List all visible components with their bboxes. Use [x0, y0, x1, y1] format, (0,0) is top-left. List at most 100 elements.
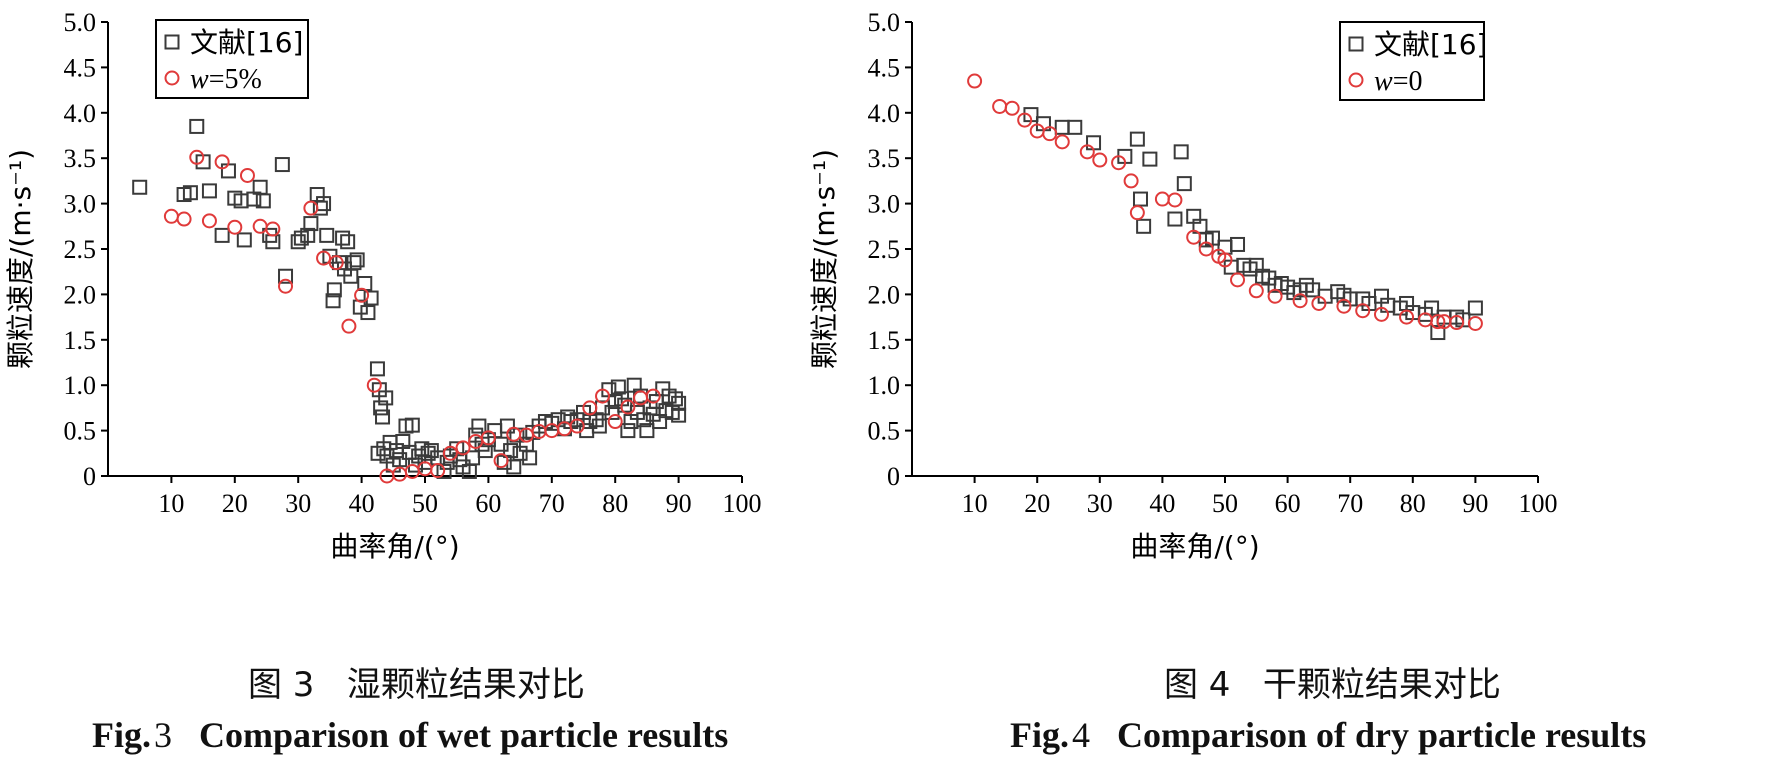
data-point-square — [1424, 300, 1440, 316]
x-tick-label: 70 — [1337, 489, 1363, 518]
data-point-square — [312, 200, 328, 216]
legend-label: w=5% — [190, 64, 262, 95]
data-point-circle — [1230, 272, 1246, 288]
x-tick-label: 50 — [1212, 489, 1238, 518]
data-point-square — [1230, 236, 1246, 252]
y-tick-label: 1.0 — [64, 371, 97, 400]
data-point-square — [201, 183, 217, 199]
x-tick-label: 20 — [222, 489, 248, 518]
data-point-circle — [214, 154, 230, 170]
data-point-circle — [201, 213, 217, 229]
data-point-circle — [278, 278, 294, 294]
legend-label: 文献[16] — [190, 26, 303, 59]
data-point-square — [671, 407, 687, 423]
x-axis-title: 曲率角/(°) — [1130, 530, 1259, 563]
data-point-square — [319, 227, 335, 243]
data-point-square — [1142, 151, 1158, 167]
data-point-circle — [239, 167, 255, 183]
figure-3-title-en: Comparison of wet particle results — [199, 715, 729, 755]
y-tick-label: 3.5 — [64, 144, 97, 173]
x-tick-label: 30 — [285, 489, 311, 518]
data-point-square — [1129, 131, 1145, 147]
data-point-square — [1217, 239, 1233, 255]
data-point-circle — [1292, 293, 1308, 309]
x-tick-label: 90 — [666, 489, 692, 518]
figure-3-label-en: Fig. — [92, 715, 151, 755]
x-tick-label: 60 — [1275, 489, 1301, 518]
x-tick-label: 30 — [1087, 489, 1113, 518]
figure-3-caption-en: Fig. 3 Comparison of wet particle result… — [92, 714, 728, 756]
y-tick-label: 3.0 — [868, 190, 901, 219]
data-point-circle — [569, 418, 585, 434]
data-point-circle — [1449, 315, 1465, 331]
series-reference-16 — [132, 118, 687, 479]
data-point-square — [375, 409, 391, 425]
data-point-circle — [442, 445, 458, 461]
y-tick-label: 2.5 — [64, 235, 97, 264]
data-point-square — [236, 232, 252, 248]
data-point-square — [214, 227, 230, 243]
y-axis-title: 颗粒速度/(m·s⁻¹) — [808, 149, 841, 369]
dry-particle-chart: 10 20 30 40 50 60 70 80 90 100 0 0.5 1.0 1.5 2.0 2.5 3.0… — [808, 8, 1558, 563]
data-point-square — [1086, 135, 1102, 151]
data-point-square — [503, 443, 519, 459]
data-point-circle — [1092, 152, 1108, 168]
data-point-circle — [1004, 100, 1020, 116]
y-axis-title: 颗粒速度/(m·s⁻¹) — [4, 149, 37, 369]
data-point-circle — [1186, 229, 1202, 245]
legend-box — [1339, 21, 1485, 101]
data-point-square — [420, 445, 436, 461]
data-point-circle — [189, 149, 205, 165]
data-point-square — [522, 450, 538, 466]
data-point-square — [360, 305, 376, 321]
data-point-square — [671, 395, 687, 411]
data-point-square — [1054, 119, 1070, 135]
data-point-square — [274, 157, 290, 173]
data-point-square — [620, 423, 636, 439]
figure-4-title-en: Comparison of dry particle results — [1117, 715, 1647, 755]
figure-4-number-en: 4 — [1072, 715, 1091, 755]
data-point-circle — [341, 318, 357, 334]
x-tick-label: 10 — [158, 489, 184, 518]
data-point-circle — [303, 200, 319, 216]
x-tick-label: 100 — [1519, 489, 1558, 518]
y-tick-label: 4.0 — [64, 99, 97, 128]
data-point-square — [340, 234, 356, 250]
data-point-circle — [480, 430, 496, 446]
data-point-square — [1430, 325, 1446, 341]
y-tick-label: 1.5 — [64, 326, 97, 355]
data-point-circle — [1248, 283, 1264, 299]
y-tick-label: 2.0 — [868, 280, 901, 309]
data-point-circle — [1154, 191, 1170, 207]
data-point-square — [1176, 176, 1192, 192]
legend-label-rest: =0 — [1393, 66, 1423, 97]
data-point-circle — [1311, 295, 1327, 311]
data-point-circle — [1198, 241, 1214, 257]
series-reference-16 — [1023, 107, 1483, 341]
data-point-circle — [493, 453, 509, 469]
data-point-circle — [455, 440, 471, 456]
data-point-square — [325, 293, 341, 309]
data-point-circle — [1336, 298, 1352, 314]
figure-4-title-cn: 干颗粒结果对比 — [1262, 665, 1501, 705]
data-point-circle — [316, 250, 332, 266]
series-simulation — [967, 73, 1483, 331]
data-point-circle — [1467, 315, 1483, 331]
wet-particle-chart: 10 20 30 40 50 60 70 80 90 100 0 0.5 1.0 1.5 2.0 2.5 3.0… — [4, 8, 762, 563]
figure-4-label-en: Fig. — [1010, 715, 1069, 755]
data-point-circle — [1129, 205, 1145, 221]
data-point-square — [378, 390, 394, 406]
data-point-square — [346, 255, 362, 271]
legend-square-marker — [164, 34, 180, 50]
data-point-square — [667, 391, 683, 407]
data-point-circle — [1355, 303, 1371, 319]
y-tick-label: 1.5 — [868, 326, 901, 355]
y-tick-label: 2.0 — [64, 280, 97, 309]
data-point-circle — [1430, 314, 1446, 330]
data-point-square — [1067, 119, 1083, 135]
x-tick-label: 80 — [1400, 489, 1426, 518]
data-point-square — [369, 361, 385, 377]
data-point-circle — [1042, 126, 1058, 142]
legend-label-var: w — [190, 64, 209, 95]
data-point-circle — [1111, 155, 1127, 171]
